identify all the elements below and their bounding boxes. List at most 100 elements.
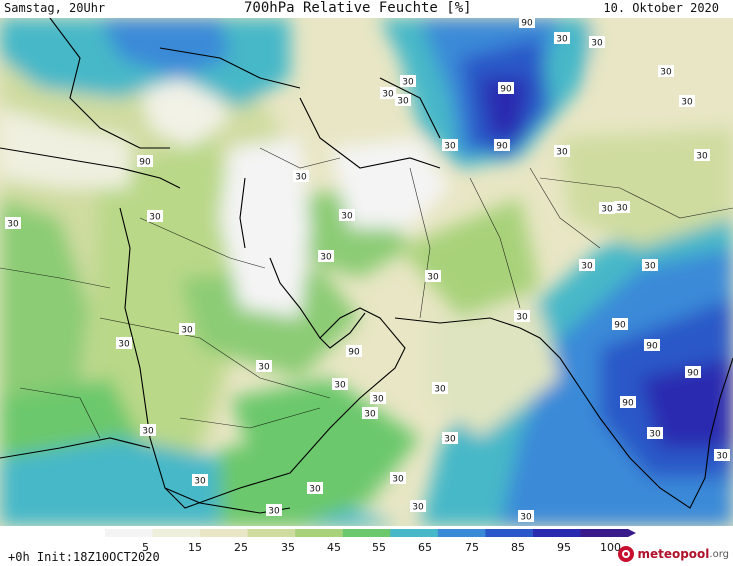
colorbar: 5 15 25 35 45 55 65 75 85 95 100 +0h Init:18Z10OCT… <box>0 526 733 566</box>
contour-label: 30 <box>516 313 528 323</box>
contour-label-bg <box>432 382 448 394</box>
contour-label: 30 <box>341 212 353 222</box>
contour-label-bg <box>293 170 309 182</box>
contour-label: 30 <box>644 262 656 272</box>
contour-label-bg <box>137 155 153 167</box>
contour-label: 30 <box>320 253 332 263</box>
contour-label: 30 <box>181 326 193 336</box>
contour-label: 30 <box>520 513 532 523</box>
contour-label-bg <box>307 482 323 494</box>
contour-label: 30 <box>397 97 409 107</box>
contour-label: 90 <box>348 348 360 358</box>
contour-label-bg <box>644 339 660 351</box>
logo-name: meteopool <box>637 547 710 561</box>
contour-label: 30 <box>334 381 346 391</box>
colorbar-tick-label: 45 <box>327 541 341 554</box>
contour-label: 30 <box>660 68 672 78</box>
contour-label: 30 <box>556 35 568 45</box>
contour-label-bg <box>332 378 348 390</box>
contour-label: 30 <box>382 90 394 100</box>
contour-label: 30 <box>7 220 19 230</box>
contour-label-bg <box>442 139 458 151</box>
contour-label-bg <box>318 250 334 262</box>
colorbar-swatch <box>390 529 439 537</box>
contour-label-bg <box>442 432 458 444</box>
contour-label: 30 <box>372 395 384 405</box>
contour-label-bg <box>192 474 208 486</box>
contour-label-bg <box>395 94 411 106</box>
contour-label: 30 <box>556 148 568 158</box>
meteopool-logo[interactable]: meteopool .org <box>618 545 729 563</box>
contour-label-bg <box>370 392 386 404</box>
contour-label-bg <box>147 210 163 222</box>
country-borders <box>0 147 733 439</box>
contour-label-bg <box>380 87 396 99</box>
contour-label-bg <box>647 427 663 439</box>
contour-label-bg <box>589 36 605 48</box>
contour-label: 30 <box>194 477 206 487</box>
contour-label: 30 <box>149 213 161 223</box>
contour-label-bg <box>400 75 416 87</box>
date-label: 10. Oktober 2020 <box>603 1 719 15</box>
contour-label-bg <box>579 259 595 271</box>
colorbar-scale <box>105 529 636 537</box>
contour-label: 30 <box>402 78 414 88</box>
contour-label-bg <box>685 366 701 378</box>
contour-label-bg <box>519 18 535 28</box>
colorbar-tick-label: 25 <box>234 541 248 554</box>
contour-label: 30 <box>649 430 661 440</box>
contour-label: 30 <box>444 435 456 445</box>
contour-label: 30 <box>309 485 321 495</box>
contour-label: 30 <box>601 205 613 215</box>
contour-label-bg <box>642 259 658 271</box>
meteopool-logo-icon <box>618 546 635 562</box>
contour-labels: 90 30 30 30 30 30 90 30 30 90 30 30 30 90 30 30 30 30 30 30… <box>5 18 730 523</box>
contour-label: 30 <box>696 152 708 162</box>
colorbar-tick-label: 55 <box>372 541 386 554</box>
contour-label-bg <box>614 201 630 213</box>
colorbar-swatch <box>200 529 249 537</box>
map-title: 700hPa Relative Feuchte [%] <box>244 0 472 16</box>
contour-label: 30 <box>118 340 130 350</box>
contour-label-bg <box>410 500 426 512</box>
contour-label: 90 <box>622 399 634 409</box>
colorbar-swatch <box>437 529 486 537</box>
contour-label-bg <box>140 424 156 436</box>
contour-label-bg <box>494 139 510 151</box>
contour-label-bg <box>679 95 695 107</box>
colorbar-swatch <box>295 529 344 537</box>
contour-label: 30 <box>581 262 593 272</box>
contour-label-bg <box>266 504 282 516</box>
contour-label-bg <box>612 318 628 330</box>
colorbar-tick-label: 65 <box>418 541 432 554</box>
colorbar-swatch <box>152 529 201 537</box>
colorbar-tick-label: 75 <box>465 541 479 554</box>
contour-label-bg <box>694 149 710 161</box>
contour-label: 30 <box>681 98 693 108</box>
colorbar-swatch <box>342 529 391 537</box>
contour-label: 30 <box>364 410 376 420</box>
contour-label: 90 <box>614 321 626 331</box>
colorbar-swatch <box>532 529 581 537</box>
contour-label-bg <box>658 65 674 77</box>
contour-label-bg <box>554 145 570 157</box>
colorbar-swatch <box>105 529 154 537</box>
colorbar-tick-label: 15 <box>188 541 202 554</box>
colorbar-tick-label: 35 <box>281 541 295 554</box>
contour-label-bg <box>256 360 272 372</box>
contour-label-bg <box>5 217 21 229</box>
contour-label: 30 <box>295 173 307 183</box>
contour-label: 90 <box>521 19 533 29</box>
contour-label-bg <box>514 310 530 322</box>
contour-label: 30 <box>268 507 280 517</box>
coastlines <box>0 18 733 514</box>
contour-label: 30 <box>412 503 424 513</box>
contour-label-bg <box>518 510 534 522</box>
contour-label: 30 <box>444 142 456 152</box>
contour-label: 90 <box>687 369 699 379</box>
contour-label: 90 <box>646 342 658 352</box>
contour-label: 30 <box>716 452 728 462</box>
colorbar-swatch <box>247 529 296 537</box>
colorbar-swatch <box>485 529 534 537</box>
humidity-map: 90 30 30 30 30 30 90 30 30 90 30 30 30 90 30 30 30 30 30 30… <box>0 18 733 526</box>
